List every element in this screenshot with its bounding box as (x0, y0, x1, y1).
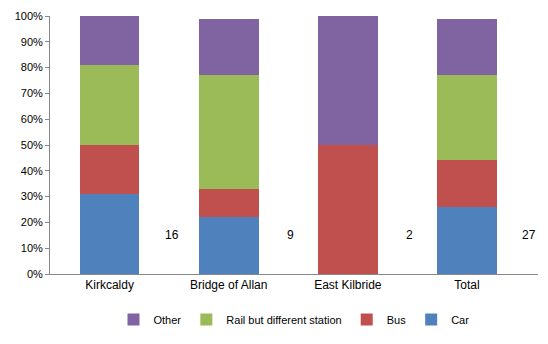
svg-text:0%: 0% (27, 268, 43, 280)
svg-text:30%: 30% (21, 190, 43, 202)
svg-text:Car: Car (451, 314, 469, 326)
svg-text:16: 16 (165, 228, 179, 242)
svg-text:Rail but different station: Rail but different station (226, 314, 341, 326)
svg-text:East Kilbride: East Kilbride (314, 278, 382, 292)
svg-text:27: 27 (522, 228, 536, 242)
svg-text:60%: 60% (21, 113, 43, 125)
svg-text:50%: 50% (21, 139, 43, 151)
svg-text:10%: 10% (21, 242, 43, 254)
svg-text:Other: Other (154, 314, 182, 326)
svg-text:80%: 80% (21, 61, 43, 73)
svg-text:2: 2 (406, 228, 413, 242)
svg-text:70%: 70% (21, 87, 43, 99)
svg-text:90%: 90% (21, 36, 43, 48)
svg-text:Bus: Bus (387, 314, 406, 326)
svg-text:Total: Total (454, 278, 479, 292)
svg-text:20%: 20% (21, 216, 43, 228)
svg-text:Bridge of Allan: Bridge of Allan (190, 278, 267, 292)
svg-text:Kirkcaldy: Kirkcaldy (85, 278, 134, 292)
svg-text:40%: 40% (21, 165, 43, 177)
svg-text:100%: 100% (15, 10, 43, 22)
svg-text:9: 9 (287, 228, 294, 242)
